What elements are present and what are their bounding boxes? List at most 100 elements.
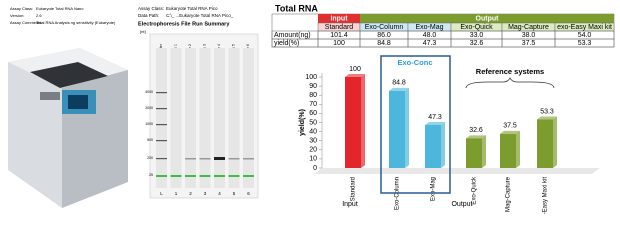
value-label: 84.8 [392, 80, 406, 87]
cell-value: 47.3 [423, 40, 437, 47]
y-tick-label: 10 [309, 156, 317, 163]
y-tick-label: 100 [305, 74, 317, 81]
cell-value: 33.0 [470, 32, 484, 39]
ladder-band [156, 124, 167, 126]
gel-info-label: Assay Class: [138, 6, 164, 11]
instrument-photo [0, 0, 135, 214]
column-header: Exo-Quick [460, 24, 493, 31]
cell-value: 53.3 [578, 40, 592, 47]
lane [156, 48, 167, 188]
column-header: Standard [325, 24, 354, 31]
group-label: Output [451, 201, 472, 208]
ladder-size: 25 [149, 173, 153, 177]
lane-number: 1 [175, 191, 178, 196]
exo-conc-box [380, 55, 451, 194]
chart: 0 10 20 30 40 50 60 70 80 90 100 yield(%) 100 Standar… [299, 55, 600, 224]
bar-top [500, 130, 520, 134]
group-header: Output [476, 15, 500, 22]
lane [228, 48, 240, 188]
annotation: Reference systems [476, 67, 544, 76]
cell [554, 38, 615, 48]
bar-top [345, 74, 365, 77]
y-tick-label: 80 [309, 92, 317, 99]
x-tick-label: Standard [351, 177, 357, 201]
lane-number: 5 [233, 191, 236, 196]
ladder-band [156, 108, 167, 110]
value-label: 32.6 [469, 127, 483, 134]
bar-side [553, 116, 557, 168]
sample-band [199, 158, 211, 160]
gel-unit: [nt] [140, 29, 146, 34]
y-tick-label: 90 [309, 83, 317, 90]
y-tick-label: 60 [309, 110, 317, 117]
bar-top [537, 116, 557, 120]
y-tick-label: 0 [313, 165, 317, 172]
lane-number: 3 [204, 191, 207, 196]
figure: Assay Class: Eukaryote Total RNA Nano Ve… [0, 0, 615, 225]
value-label: 100 [349, 66, 361, 73]
lane [199, 48, 211, 188]
floor [314, 168, 600, 174]
marker-band [214, 175, 225, 177]
ladder-size: 2000 [145, 106, 153, 110]
ladder-band [156, 158, 167, 160]
report-value: Eukaryote Total RNA Nano [36, 6, 84, 11]
cell-value: 100 [333, 40, 345, 47]
x-tick-label: Exo-Mag [431, 177, 437, 201]
marker-band [243, 175, 254, 177]
bar [500, 133, 516, 168]
ladder-size: 4000 [145, 90, 153, 94]
lane [243, 48, 254, 188]
table: Input Output Standard Exo-Column Exo-Mag Exo-… [271, 13, 615, 48]
bar [466, 138, 482, 168]
row-header: Amount(ng) [274, 32, 311, 39]
ladder-band [156, 140, 167, 142]
value-label: 47.3 [428, 114, 442, 121]
cell-value: 48.0 [423, 32, 437, 39]
ladder-band [156, 92, 167, 94]
bar-side [361, 74, 365, 168]
report-value: 2.6 [36, 13, 42, 18]
marker-band [199, 175, 211, 177]
column-header: exo-Easy Maxi kit [557, 24, 612, 31]
y-tick-label: 50 [309, 119, 317, 126]
annotation: Exo-Conc [397, 58, 432, 67]
bar [537, 119, 553, 168]
lane-number: 4 [218, 191, 221, 196]
gel-info-value: Eukaryote Total RNA Pico [166, 6, 218, 11]
report-label: Assay Class: [10, 6, 33, 11]
cell-value: 84.8 [377, 40, 391, 47]
gel-title: Electrophoresis File Run Summary [138, 21, 230, 27]
y-tick-label: 70 [309, 101, 317, 108]
group-header: Input [330, 15, 348, 22]
column-header: Exo-Column [365, 24, 404, 31]
bar [389, 90, 405, 168]
group-label: Input [342, 201, 358, 208]
bar [425, 124, 441, 168]
y-tick-label: 40 [309, 128, 317, 135]
ladder-size: 1000 [145, 122, 153, 126]
report-label: Assay Comments: [10, 20, 42, 25]
bar-side [441, 121, 445, 168]
lane [214, 48, 225, 188]
y-axis-label: yield(%) [299, 109, 306, 136]
lane-number: L [160, 191, 163, 196]
marker-band [228, 175, 240, 177]
marker-band [185, 175, 196, 177]
table-title: Total RNA [275, 3, 318, 13]
cell-value: 101.4 [330, 32, 348, 39]
x-tick-label: exo-Easy Maxi kit [543, 177, 549, 214]
y-tick-label: 30 [309, 138, 317, 145]
gel-info-value: C:\_ ...Eukaryote Total RNA Pico_ [166, 13, 234, 18]
bar-side [405, 87, 409, 168]
sample-band [214, 157, 225, 160]
value-label: 37.5 [503, 123, 517, 130]
cell-value: 86.0 [377, 32, 391, 39]
bar [345, 77, 361, 168]
x-tick-label: Exo-Quick [472, 176, 478, 205]
group-cell [360, 14, 614, 23]
sample-band [243, 158, 254, 160]
marker-band [170, 175, 182, 177]
value-label: 53.3 [540, 108, 554, 115]
group-cell [318, 14, 360, 23]
